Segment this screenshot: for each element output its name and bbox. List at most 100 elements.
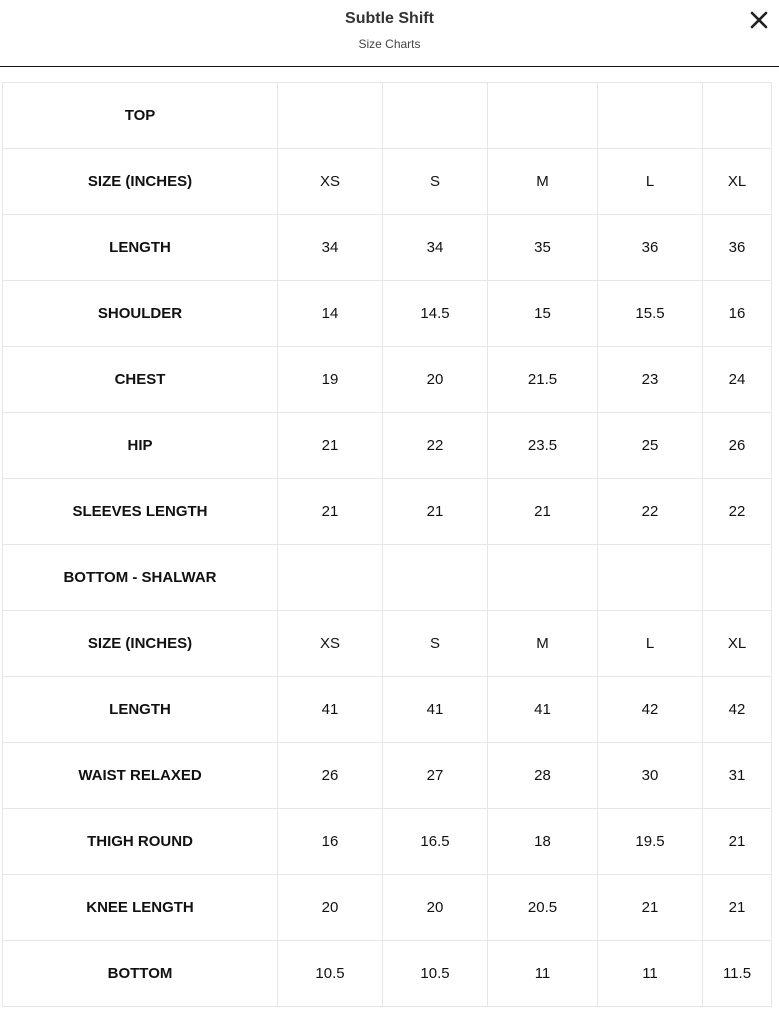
size-value-cell: 14 [277,280,383,347]
close-button[interactable] [747,8,771,32]
size-value-cell: 19.5 [597,808,703,875]
size-value-cell: 21 [382,478,488,545]
size-chart-table: TOP SIZE (INCHES) XS S M L XL LENGTH 34 34 35 36 36 S… [2,82,772,1007]
size-value-cell: M [487,148,598,215]
size-value-cell: XS [277,148,383,215]
size-value-cell: 21 [277,412,383,479]
size-value-cell: 36 [597,214,703,281]
size-value-cell: 27 [382,742,488,809]
size-value-cell: 24 [702,346,772,413]
size-value-cell: 21 [487,478,598,545]
size-value-cell [597,544,703,611]
size-value-cell: 20 [382,874,488,941]
size-value-cell: 16.5 [382,808,488,875]
size-value-cell: 15.5 [597,280,703,347]
size-value-cell: 34 [277,214,383,281]
size-value-cell: XS [277,610,383,677]
size-value-cell [277,82,383,149]
close-icon [750,11,768,29]
row-label: CHEST [2,346,278,413]
modal-subtitle: Size Charts [358,37,421,51]
table-row: BOTTOM - SHALWAR [2,544,772,611]
row-label: HIP [2,412,278,479]
table-row: THIGH ROUND 16 16.5 18 19.5 21 [2,808,772,875]
row-label: BOTTOM - SHALWAR [2,544,278,611]
size-value-cell: 41 [487,676,598,743]
size-value-cell [597,82,703,149]
table-row: CHEST 19 20 21.5 23 24 [2,346,772,413]
table-row: LENGTH 34 34 35 36 36 [2,214,772,281]
row-label: LENGTH [2,676,278,743]
table-row: SIZE (INCHES) XS S M L XL [2,148,772,215]
row-label: SIZE (INCHES) [2,610,278,677]
size-value-cell: 11.5 [702,940,772,1007]
size-value-cell: 16 [702,280,772,347]
table-row: BOTTOM 10.5 10.5 11 11 11.5 [2,940,772,1007]
size-value-cell: 16 [277,808,383,875]
size-value-cell: 21 [702,808,772,875]
size-value-cell [382,544,488,611]
size-value-cell: 22 [382,412,488,479]
row-label: KNEE LENGTH [2,874,278,941]
size-value-cell: XL [702,148,772,215]
size-value-cell: 11 [597,940,703,1007]
size-value-cell: 23 [597,346,703,413]
size-value-cell: L [597,148,703,215]
table-row: SLEEVES LENGTH 21 21 21 22 22 [2,478,772,545]
size-value-cell: 22 [597,478,703,545]
size-value-cell: 14.5 [382,280,488,347]
size-value-cell: 10.5 [382,940,488,1007]
row-label: THIGH ROUND [2,808,278,875]
size-value-cell: 21 [702,874,772,941]
row-label: SHOULDER [2,280,278,347]
size-value-cell: 21 [597,874,703,941]
size-value-cell: 26 [702,412,772,479]
modal-title: Subtle Shift [345,10,434,27]
size-value-cell: XL [702,610,772,677]
size-value-cell: 25 [597,412,703,479]
size-value-cell: 41 [382,676,488,743]
size-value-cell: 15 [487,280,598,347]
size-value-cell [702,82,772,149]
table-row: WAIST RELAXED 26 27 28 30 31 [2,742,772,809]
size-value-cell: S [382,148,488,215]
size-value-cell [487,82,598,149]
size-value-cell: 31 [702,742,772,809]
size-value-cell: 30 [597,742,703,809]
size-value-cell: 42 [597,676,703,743]
size-value-cell: M [487,610,598,677]
size-value-cell [277,544,383,611]
size-value-cell: 42 [702,676,772,743]
row-label: SLEEVES LENGTH [2,478,278,545]
size-value-cell [382,82,488,149]
size-value-cell: 23.5 [487,412,598,479]
table-row: HIP 21 22 23.5 25 26 [2,412,772,479]
row-label: LENGTH [2,214,278,281]
size-value-cell: 18 [487,808,598,875]
size-value-cell: 20.5 [487,874,598,941]
size-value-cell: 20 [382,346,488,413]
table-row: SHOULDER 14 14.5 15 15.5 16 [2,280,772,347]
size-value-cell: 11 [487,940,598,1007]
size-value-cell: S [382,610,488,677]
size-value-cell: 21.5 [487,346,598,413]
row-label: WAIST RELAXED [2,742,278,809]
size-value-cell: 20 [277,874,383,941]
size-value-cell: 26 [277,742,383,809]
size-value-cell: 19 [277,346,383,413]
table-row: LENGTH 41 41 41 42 42 [2,676,772,743]
size-value-cell: 22 [702,478,772,545]
size-value-cell: L [597,610,703,677]
table-row: KNEE LENGTH 20 20 20.5 21 21 [2,874,772,941]
size-value-cell [487,544,598,611]
row-label: BOTTOM [2,940,278,1007]
size-value-cell: 41 [277,676,383,743]
table-row: TOP [2,82,772,149]
row-label: SIZE (INCHES) [2,148,278,215]
size-value-cell: 36 [702,214,772,281]
size-value-cell: 28 [487,742,598,809]
size-value-cell: 21 [277,478,383,545]
table-row: SIZE (INCHES) XS S M L XL [2,610,772,677]
size-value-cell [702,544,772,611]
modal-header: Subtle Shift Size Charts [0,0,779,67]
